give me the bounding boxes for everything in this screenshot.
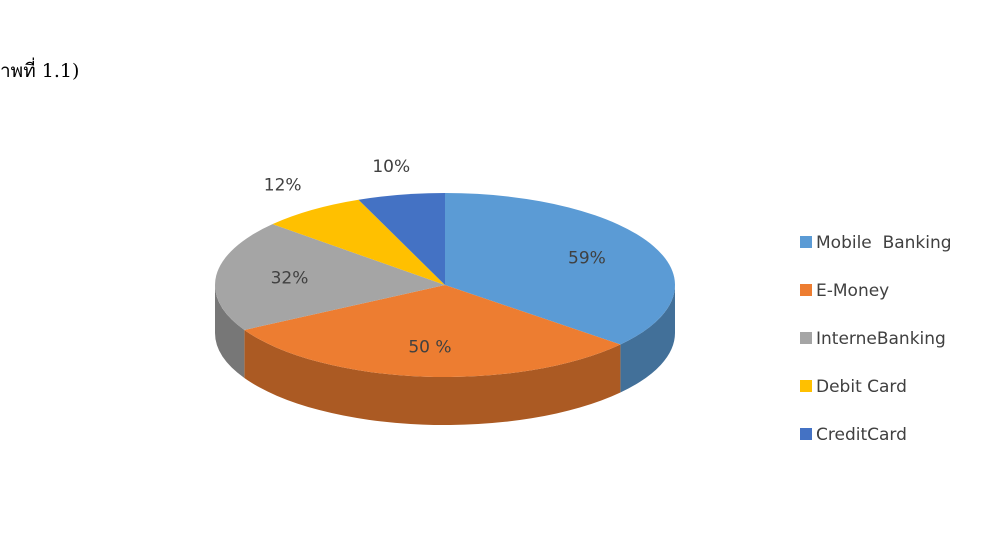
data-label: 59% bbox=[568, 249, 606, 269]
legend-swatch bbox=[800, 332, 812, 344]
legend-swatch bbox=[800, 380, 812, 392]
legend-swatch bbox=[800, 284, 812, 296]
legend-label: CreditCard bbox=[816, 425, 907, 445]
data-label: 50 % bbox=[408, 337, 451, 357]
legend-label: E-Money bbox=[816, 281, 889, 301]
chart: าพที่ 1.1) 59% 50 % 32% 12% 10% Mobile Bankin… bbox=[0, 0, 995, 539]
legend-label: Mobile Banking bbox=[816, 233, 952, 253]
legend-label: InterneBanking bbox=[816, 329, 946, 349]
legend-swatch bbox=[800, 428, 812, 440]
legend-swatch bbox=[800, 236, 812, 248]
annotation: าพที่ 1.1) bbox=[0, 57, 79, 82]
data-label: 32% bbox=[271, 268, 309, 288]
data-label: 12% bbox=[264, 175, 302, 195]
legend-label: Debit Card bbox=[816, 377, 907, 397]
data-label: 10% bbox=[372, 157, 410, 177]
